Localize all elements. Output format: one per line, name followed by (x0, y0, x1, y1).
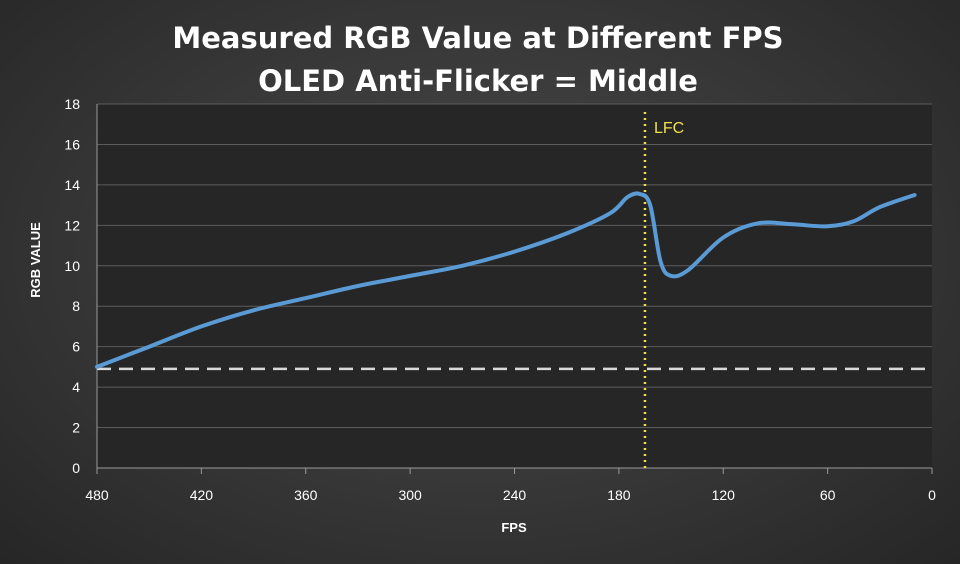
lfc-label: LFC (654, 120, 684, 137)
y-tick-label: 8 (72, 298, 80, 314)
x-tick-label: 60 (820, 487, 836, 503)
x-tick-label: 420 (190, 487, 214, 503)
y-tick-label: 6 (72, 339, 80, 355)
series-line-0 (95, 191, 917, 369)
x-tick-label: 300 (398, 487, 422, 503)
y-tick-label: 0 (72, 460, 80, 476)
chart-title: Measured RGB Value at Different FPS (172, 21, 783, 55)
x-tick-label: 0 (928, 487, 936, 503)
x-axis-label: FPS (501, 520, 527, 535)
chart-subtitle: OLED Anti-Flicker = Middle (258, 64, 698, 98)
x-tick-label: 240 (503, 487, 527, 503)
y-tick-label: 14 (64, 177, 80, 193)
x-axis-ticks: 480 420 360 300 240 180 120 60 0 (85, 468, 936, 503)
y-tick-label: 18 (64, 96, 80, 112)
y-axis-label: RGB VALUE (28, 222, 43, 298)
y-axis-ticks: 0 2 4 6 8 10 12 14 16 18 (64, 96, 80, 476)
y-tick-label: 4 (72, 379, 80, 395)
x-tick-label: 180 (607, 487, 631, 503)
y-tick-label: 16 (64, 136, 80, 152)
y-tick-label: 10 (64, 258, 80, 274)
y-tick-label: 2 (72, 420, 80, 436)
plot-area (97, 104, 932, 468)
x-tick-label: 360 (294, 487, 318, 503)
gridlines (96, 103, 932, 469)
x-tick-label: 480 (85, 487, 109, 503)
reference-lines: LFC (97, 112, 932, 468)
series-layer (95, 191, 917, 369)
y-tick-label: 12 (64, 217, 80, 233)
x-tick-label: 120 (712, 487, 736, 503)
